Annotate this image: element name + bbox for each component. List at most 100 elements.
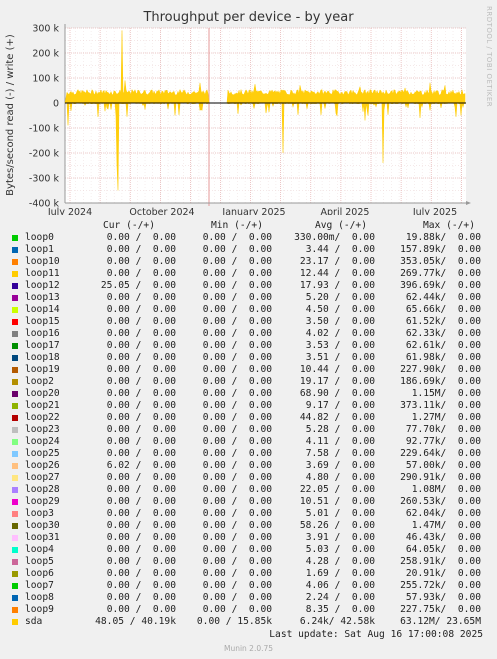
legend-cur: 0.00 / 0.00: [106, 436, 176, 447]
legend-cur: 0.00 / 0.00: [106, 376, 176, 387]
legend-cur: 0.00 / 0.00: [106, 592, 176, 603]
legend-min: 0.00 / 0.00: [202, 364, 272, 375]
legend-max: 1.08M/ 0.00: [411, 484, 481, 495]
y-tick-label: -400 k: [29, 199, 60, 210]
legend-cur: 0.00 / 0.00: [106, 520, 176, 531]
legend-label: loop21: [25, 400, 60, 411]
legend-swatch: [12, 487, 18, 493]
legend-cur: 0.00 / 0.00: [106, 604, 176, 615]
legend-avg: 12.44 / 0.00: [299, 268, 375, 279]
legend-min: 0.00 / 0.00: [202, 544, 272, 555]
legend-avg: 6.24k/ 42.58k: [299, 616, 375, 627]
legend-avg: 4.50 / 0.00: [305, 304, 375, 315]
legend-swatch: [12, 355, 18, 361]
legend-min: 0.00 / 0.00: [202, 400, 272, 411]
legend-swatch: [12, 331, 18, 337]
legend-swatch: [12, 439, 18, 445]
legend-swatch: [12, 583, 18, 589]
legend-cur: 0.00 / 0.00: [106, 292, 176, 303]
legend-max: 229.64k/ 0.00: [400, 448, 481, 459]
legend-swatch: [12, 259, 18, 265]
legend-label: loop28: [25, 484, 60, 495]
legend-min: 0.00 / 0.00: [202, 232, 272, 243]
y-tick-label: 0: [53, 99, 59, 110]
legend-avg: 3.53 / 0.00: [305, 340, 375, 351]
legend-max: 57.93k/ 0.00: [405, 592, 481, 603]
y-tick-label: -100 k: [29, 124, 60, 135]
legend-label: loop2: [25, 376, 54, 387]
legend-label: loop29: [25, 496, 60, 507]
legend-row-loop7: loop7 0.00 / 0.00 0.00 / 0.00 4.06 / 0.00 25…: [0, 580, 497, 592]
x-tick-label: October 2024: [129, 207, 194, 215]
legend-cur: 0.00 / 0.00: [106, 568, 176, 579]
legend-avg: 3.51 / 0.00: [305, 352, 375, 363]
legend-label: loop18: [25, 352, 60, 363]
munin-version: Munin 2.0.75: [223, 644, 274, 653]
legend-avg: 3.44 / 0.00: [305, 244, 375, 255]
legend-swatch: [12, 415, 18, 421]
legend-row-loop16: loop16 0.00 / 0.00 0.00 / 0.00 4.02 / 0.00 6…: [0, 328, 497, 340]
legend-cur: 6.02 / 0.00: [106, 460, 176, 471]
legend-row-loop22: loop22 0.00 / 0.00 0.00 / 0.00 44.82 / 0.00…: [0, 412, 497, 424]
legend-row-loop8: loop8 0.00 / 0.00 0.00 / 0.00 2.24 / 0.00 57…: [0, 592, 497, 604]
legend-avg: 4.11 / 0.00: [305, 436, 375, 447]
legend-label: loop26: [25, 460, 60, 471]
legend-swatch: [12, 475, 18, 481]
legend-row-loop27: loop27 0.00 / 0.00 0.00 / 0.00 4.80 / 0.00 2…: [0, 472, 497, 484]
legend-max: 63.12M/ 23.65M: [400, 616, 481, 627]
legend-avg: 5.03 / 0.00: [305, 544, 375, 555]
legend-header-min: Min (-/+): [211, 220, 263, 231]
legend-row-loop26: loop26 6.02 / 0.00 0.00 / 0.00 3.69 / 0.00 5…: [0, 460, 497, 472]
legend-min: 0.00 / 0.00: [202, 532, 272, 543]
legend-label: loop16: [25, 328, 60, 339]
legend-cur: 0.00 / 0.00: [106, 580, 176, 591]
x-tick-label: April 2025: [321, 207, 370, 215]
legend-max: 64.05k/ 0.00: [405, 544, 481, 555]
y-tick-label: 100 k: [32, 74, 59, 85]
legend-swatch: [12, 379, 18, 385]
legend-cur: 0.00 / 0.00: [106, 268, 176, 279]
legend-row-loop1: loop1 0.00 / 0.00 0.00 / 0.00 3.44 / 0.00 15…: [0, 244, 497, 256]
legend-row-sda: sda 48.05 / 40.19k 0.00 / 15.85k 6.24k/ 42.…: [0, 616, 497, 628]
legend-cur: 0.00 / 0.00: [106, 244, 176, 255]
legend-row-loop9: loop9 0.00 / 0.00 0.00 / 0.00 8.35 / 0.00 22…: [0, 604, 497, 616]
legend-label: loop14: [25, 304, 60, 315]
legend-max: 255.72k/ 0.00: [400, 580, 481, 591]
legend-max: 61.98k/ 0.00: [405, 352, 481, 363]
legend-min: 0.00 / 0.00: [202, 520, 272, 531]
legend-avg: 330.00m/ 0.00: [294, 232, 375, 243]
legend-label: loop22: [25, 412, 60, 423]
legend-max: 373.11k/ 0.00: [400, 400, 481, 411]
legend-min: 0.00 / 0.00: [202, 496, 272, 507]
legend-min: 0.00 / 0.00: [202, 412, 272, 423]
y-axis-label: Bytes/second read (-) / write (+): [5, 34, 16, 196]
legend-avg: 1.69 / 0.00: [305, 568, 375, 579]
series-sda: [64, 30, 466, 191]
legend-header-avg: Avg (-/+): [315, 220, 367, 231]
legend-min: 0.00 / 0.00: [202, 304, 272, 315]
legend-row-loop15: loop15 0.00 / 0.00 0.00 / 0.00 3.50 / 0.00 6…: [0, 316, 497, 328]
y-tick-label: -200 k: [29, 149, 60, 160]
legend-max: 1.15M/ 0.00: [411, 388, 481, 399]
legend-max: 57.00k/ 0.00: [405, 460, 481, 471]
legend-min: 0.00 / 0.00: [202, 292, 272, 303]
legend-avg: 5.28 / 0.00: [305, 424, 375, 435]
legend-max: 1.47M/ 0.00: [411, 520, 481, 531]
legend-row-loop17: loop17 0.00 / 0.00 0.00 / 0.00 3.53 / 0.00 6…: [0, 340, 497, 352]
legend-min: 0.00 / 0.00: [202, 316, 272, 327]
legend-max: 186.69k/ 0.00: [400, 376, 481, 387]
legend-swatch: [12, 463, 18, 469]
legend-label: loop23: [25, 424, 60, 435]
legend-label: loop3: [25, 508, 54, 519]
y-tick-label: 300 k: [32, 24, 59, 35]
legend-min: 0.00 / 0.00: [202, 244, 272, 255]
legend-row-loop30: loop30 0.00 / 0.00 0.00 / 0.00 58.26 / 0.00…: [0, 520, 497, 532]
y-tick-labels: 300 k 200 k 100 k 0 -100 k -200 k -300 k -400 k: [29, 24, 60, 210]
legend-cur: 0.00 / 0.00: [106, 496, 176, 507]
legend-cur: 0.00 / 0.00: [106, 352, 176, 363]
legend-avg: 44.82 / 0.00: [299, 412, 375, 423]
legend-cur: 0.00 / 0.00: [106, 328, 176, 339]
legend-avg: 7.58 / 0.00: [305, 448, 375, 459]
legend-row-loop21: loop21 0.00 / 0.00 0.00 / 0.00 9.17 / 0.00 3…: [0, 400, 497, 412]
legend-swatch: [12, 451, 18, 457]
